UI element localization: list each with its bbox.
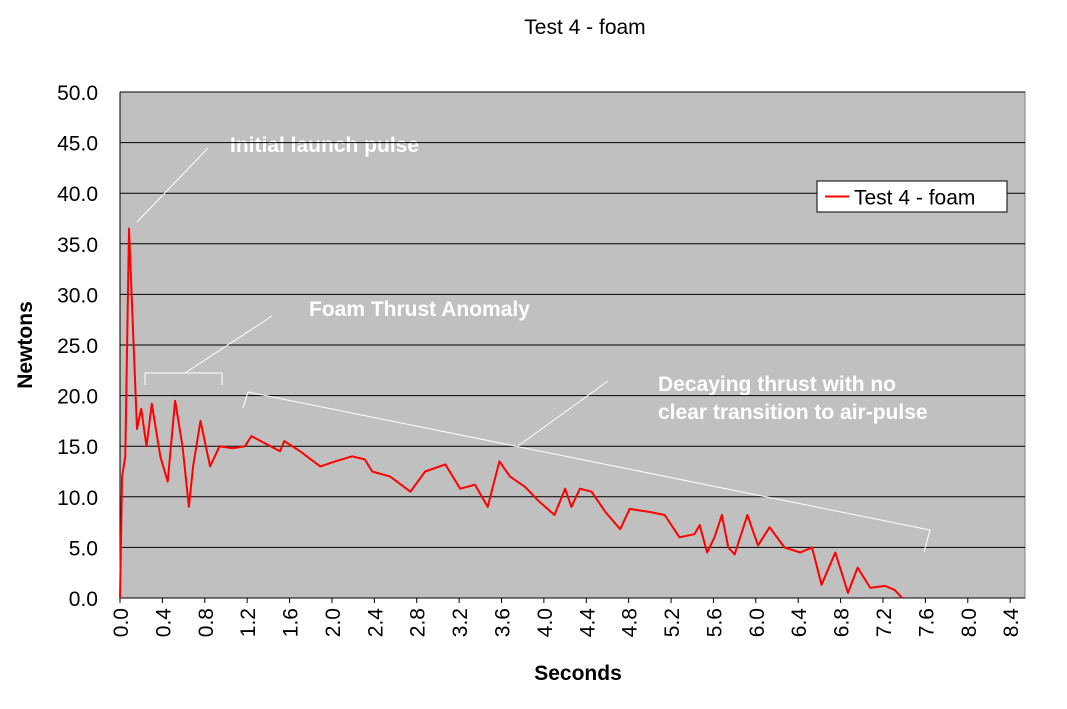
annotation-lines — [136, 147, 931, 553]
y-axis-label: Newtons — [14, 301, 37, 389]
x-tick-label: 8.4 — [1000, 608, 1023, 638]
x-tick-label: 2.0 — [322, 608, 345, 637]
y-tick-label: 20.0 — [57, 386, 98, 409]
y-tick-label: 15.0 — [57, 436, 98, 459]
x-tick-label: 2.4 — [364, 608, 387, 638]
legend-box — [816, 180, 1008, 213]
x-tick-label: 4.4 — [576, 608, 599, 638]
y-tick-label: 10.0 — [57, 487, 98, 510]
annotation: Initial launch pulse — [230, 134, 419, 157]
annotation-bracket — [144, 372, 223, 385]
x-tick-label: 6.8 — [831, 608, 854, 637]
annotation: Foam Thrust Anomaly — [309, 298, 530, 321]
x-tick-label: 0.0 — [110, 608, 133, 637]
x-tick-label: 3.2 — [449, 608, 472, 637]
x-tick-label: 1.6 — [280, 608, 303, 637]
legend-label: Test 4 - foam — [854, 187, 975, 210]
x-tick-label: 8.0 — [958, 608, 981, 637]
x-axis-label: Seconds — [534, 662, 622, 685]
annotation-bracket — [242, 391, 931, 553]
data-line — [119, 227, 903, 599]
annotation: Decaying thrust with no — [658, 373, 896, 396]
y-tick-label: 50.0 — [57, 82, 98, 105]
x-tick-label: 4.8 — [619, 608, 642, 637]
x-tick-label: 5.6 — [703, 608, 726, 637]
annotation: clear transition to air-pulse — [658, 401, 928, 424]
chart-title: Test 4 - foam — [524, 16, 645, 39]
x-tick-label: 6.4 — [788, 608, 811, 638]
x-tick-label: 1.2 — [237, 608, 260, 637]
y-tick-label: 0.0 — [69, 588, 98, 611]
x-tick-label: 0.4 — [152, 608, 175, 638]
y-tick-label: 5.0 — [69, 537, 98, 560]
annotation-line — [136, 147, 209, 223]
y-tick-label: 45.0 — [57, 133, 98, 156]
x-tick-label: 7.6 — [915, 608, 938, 637]
y-tick-label: 40.0 — [57, 183, 98, 206]
y-tick-label: 30.0 — [57, 284, 98, 307]
x-tick-label: 0.8 — [195, 608, 218, 637]
x-tick-label: 7.2 — [873, 608, 896, 637]
annotation-line — [184, 315, 273, 374]
y-tick-label: 25.0 — [57, 335, 98, 358]
x-tick-label: 2.8 — [407, 608, 430, 637]
y-tick-label: 35.0 — [57, 234, 98, 257]
x-tick-label: 4.0 — [534, 608, 557, 637]
x-tick-label: 5.2 — [661, 608, 684, 637]
x-tick-label: 3.6 — [491, 608, 514, 637]
annotation-line — [517, 380, 609, 447]
x-tick-label: 6.0 — [746, 608, 769, 637]
